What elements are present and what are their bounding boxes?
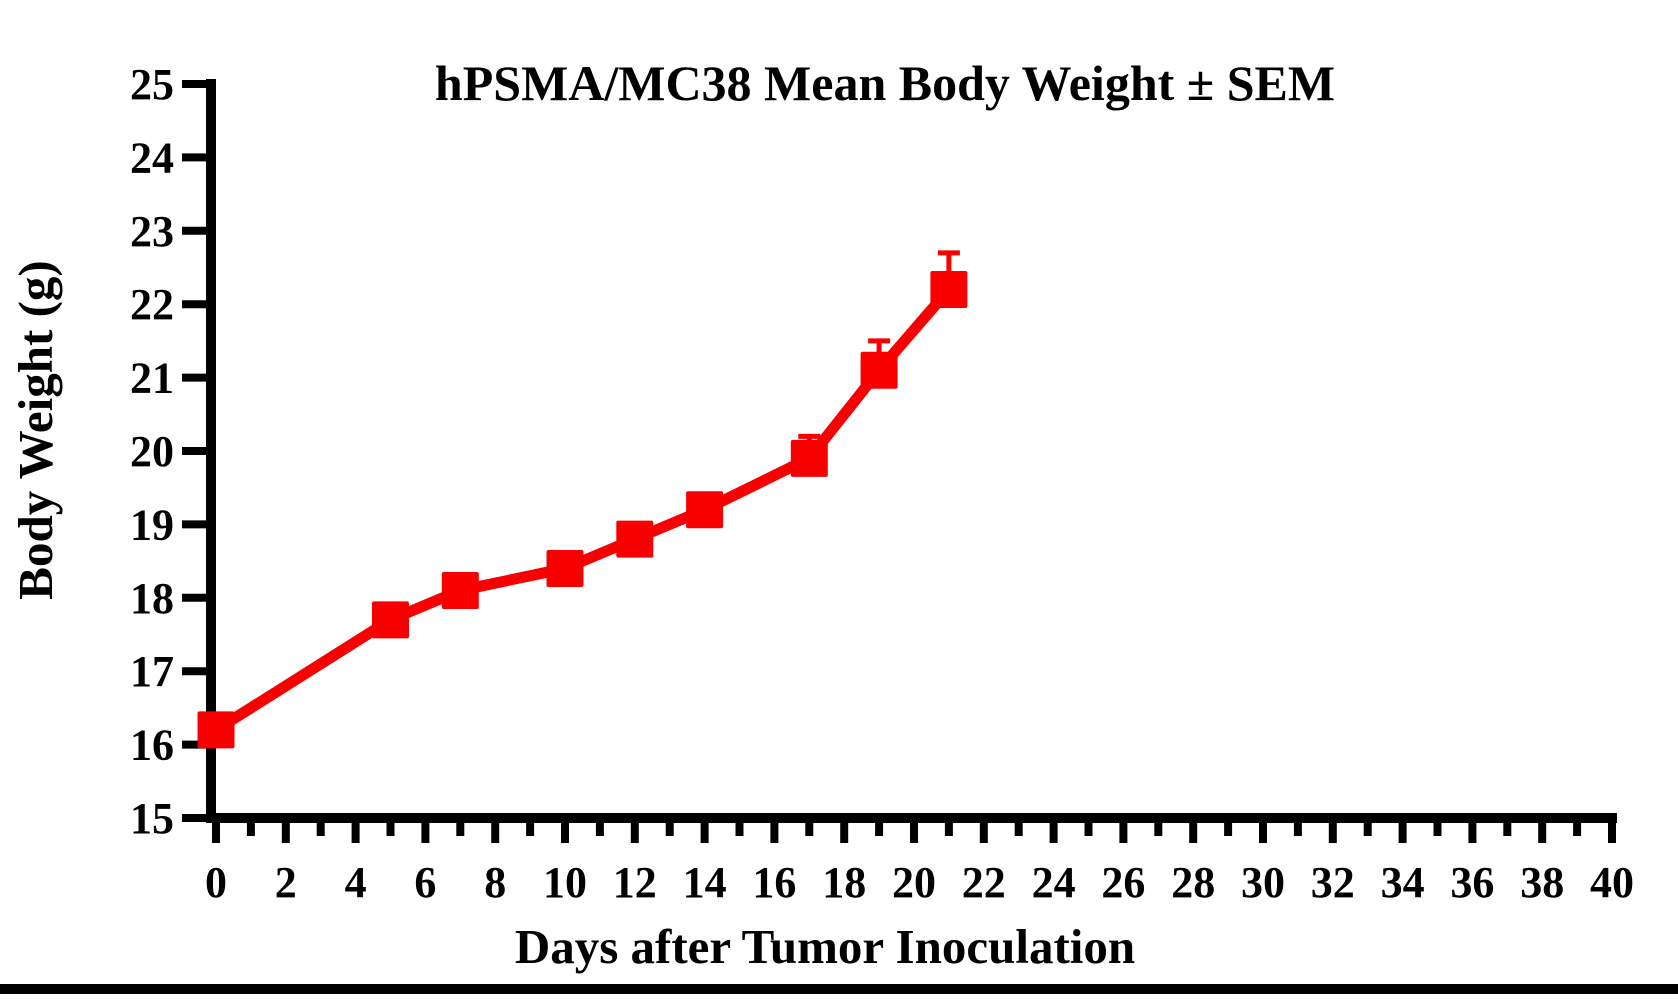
data-point-marker bbox=[197, 711, 235, 749]
y-tick-label: 18 bbox=[130, 574, 174, 623]
y-axis-title: Body Weight (g) bbox=[8, 260, 63, 599]
data-point-marker bbox=[441, 571, 479, 609]
x-tick-label: 38 bbox=[1520, 858, 1564, 907]
y-tick-label: 16 bbox=[130, 721, 174, 770]
y-tick-label: 22 bbox=[130, 280, 174, 329]
data-point-marker bbox=[930, 271, 968, 309]
data-point-marker bbox=[790, 439, 828, 477]
y-tick-label: 21 bbox=[130, 354, 174, 403]
x-tick-label: 34 bbox=[1381, 858, 1425, 907]
x-tick-label: 32 bbox=[1311, 858, 1355, 907]
x-tick-label: 2 bbox=[275, 858, 297, 907]
y-tick-label: 25 bbox=[130, 60, 174, 109]
data-point-marker bbox=[686, 491, 724, 529]
x-tick-label: 28 bbox=[1171, 858, 1215, 907]
data-point-marker bbox=[860, 351, 898, 389]
y-tick-label: 19 bbox=[130, 500, 174, 549]
series-markers bbox=[197, 271, 968, 749]
x-tick-label: 4 bbox=[345, 858, 367, 907]
y-tick-label: 23 bbox=[130, 207, 174, 256]
x-tick-label: 0 bbox=[205, 858, 227, 907]
x-tick-label: 36 bbox=[1450, 858, 1494, 907]
bottom-bar bbox=[0, 984, 1678, 994]
y-tick-label: 15 bbox=[130, 794, 174, 843]
x-tick-label: 16 bbox=[752, 858, 796, 907]
x-tick-label: 30 bbox=[1241, 858, 1285, 907]
x-tick-label: 20 bbox=[892, 858, 936, 907]
x-tick-label: 18 bbox=[822, 858, 866, 907]
series-line bbox=[213, 285, 954, 735]
y-tick-label: 24 bbox=[130, 133, 174, 182]
x-tick-label: 26 bbox=[1101, 858, 1145, 907]
data-point-marker bbox=[372, 601, 409, 639]
x-tick-label: 40 bbox=[1590, 858, 1634, 907]
series-polyline bbox=[213, 285, 954, 735]
x-axis-title: Days after Tumor Inoculation bbox=[515, 919, 1135, 974]
chart-title: hPSMA/MC38 Mean Body Weight ± SEM bbox=[435, 55, 1335, 111]
x-tick-label: 6 bbox=[414, 858, 436, 907]
x-tick-label: 14 bbox=[683, 858, 727, 907]
data-point-marker bbox=[616, 520, 654, 558]
x-tick-label: 12 bbox=[613, 858, 657, 907]
x-tick-label: 8 bbox=[484, 858, 506, 907]
x-tick-label: 10 bbox=[543, 858, 587, 907]
y-tick-label: 17 bbox=[130, 647, 174, 696]
data-point-marker bbox=[546, 549, 584, 587]
x-tick-label: 24 bbox=[1032, 858, 1076, 907]
y-tick-label: 20 bbox=[130, 427, 174, 476]
x-tick-label: 22 bbox=[962, 858, 1006, 907]
